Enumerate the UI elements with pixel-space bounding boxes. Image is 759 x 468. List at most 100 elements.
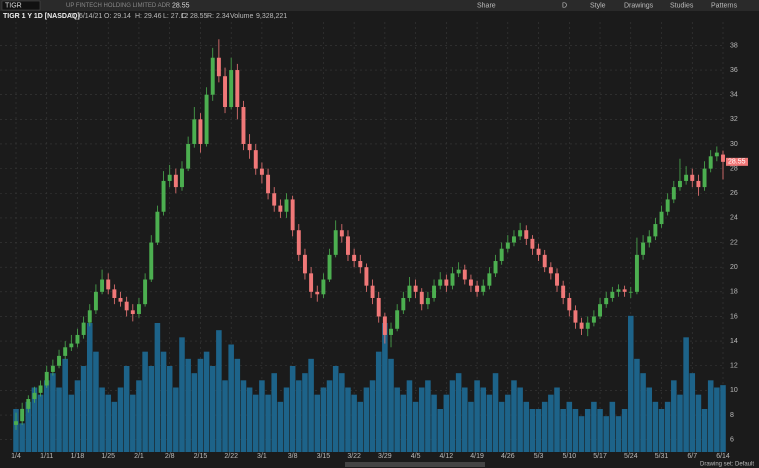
drawing-set: Drawing set: Default [700,462,754,468]
style-button[interactable]: Style [590,2,606,9]
candle-body [530,238,535,249]
candle-body [536,248,541,255]
volume-bar [560,409,566,452]
company: UP FINTECH HOLDING LIMITED ADR [66,3,171,9]
volume-bar [105,394,111,452]
candle-body [555,273,559,286]
volume-bar [173,387,179,452]
candle-body [266,174,271,194]
candle-body [290,199,295,231]
volume-bar [283,387,290,452]
candle-body [493,261,498,274]
candle-body [505,242,510,249]
symbol-box[interactable] [1,0,41,11]
candle-body [665,199,670,212]
candle-body [106,279,111,290]
candle-body [616,289,621,292]
candle-body [647,236,652,243]
volume-bar [646,387,652,452]
volume-bar [80,366,87,452]
volume-bar [209,366,216,452]
candle-body [155,211,160,243]
patterns-button[interactable]: Patterns [711,2,738,9]
candle-body [579,322,584,329]
volume-bar [277,401,284,452]
volume-bar [289,366,296,452]
volume-bar [130,394,136,452]
candle-body [161,180,166,212]
candle-body [419,291,424,305]
candle-body [44,371,49,386]
candle-body [567,297,572,311]
candle-body [708,156,713,169]
volume-bar [621,409,628,452]
volume-bar [578,416,585,452]
candle-body [143,279,148,305]
volume-bar [252,394,259,452]
candle-body [216,57,221,77]
studies-button[interactable]: Studies [670,2,694,9]
y-tick-label: 18 [730,289,738,296]
candle-body [610,291,615,298]
candle-body [136,304,141,315]
x-tick-label: 4/26 [501,453,515,460]
volume-bar [418,387,425,452]
volume-bar [13,409,19,452]
volume-bar [683,337,689,452]
volume-bar [31,387,38,452]
candle-body [124,301,129,311]
y-tick-label: 20 [730,264,738,271]
volume-bar [492,373,499,452]
candle-body [425,297,430,305]
candle-body [499,248,504,262]
volume-bar [486,394,493,452]
x-tick-label: 5/31 [655,453,669,460]
share-button[interactable]: Share [477,2,496,9]
drawings-button[interactable]: Drawings [624,2,654,9]
candle-body [671,187,676,200]
candle-body [634,254,639,292]
candle-body [352,254,357,262]
candle-body [180,168,184,188]
volume-bar [652,401,659,452]
candle-body [32,392,37,400]
x-tick-label: 1/25 [101,453,115,460]
volume-bar [412,401,419,452]
candle-body [389,328,393,335]
scrollbar[interactable] [345,462,485,467]
volume-bar [400,394,407,452]
symbol: TIGR [5,2,22,9]
candle-body [198,119,203,144]
period-button[interactable]: D [562,2,567,9]
volume-bar [468,401,474,452]
volume-bar [240,380,247,452]
volume-bar [382,323,388,452]
candle-body [481,285,486,292]
candle-body [118,297,123,302]
candle-body [229,70,234,108]
volume-bar [228,344,234,452]
volume-bar [222,380,228,452]
candle-body [696,180,701,188]
volume-bar [308,358,314,452]
candle-body [272,193,277,206]
candle-body [173,174,178,188]
volume-bar [628,315,634,452]
info-low: L: 27.12 [163,13,188,20]
volume-bar [701,409,708,452]
candle-body [690,174,695,181]
volume-bar [191,373,198,452]
y-tick-label: 8 [730,412,734,419]
x-tick-label: 3/22 [347,453,361,460]
volume-bar [123,366,130,452]
last-price: 28.55 [172,2,190,9]
y-tick-label: 6 [730,437,734,444]
y-tick-label: 24 [730,215,738,222]
info-volume-label: Volume [230,13,253,20]
x-tick-label: 1/4 [11,453,21,460]
volume-bar [388,358,394,452]
candle-body [444,279,449,286]
volume-bar [265,394,271,452]
volume-bar [93,351,99,452]
volume-bar [480,387,487,452]
